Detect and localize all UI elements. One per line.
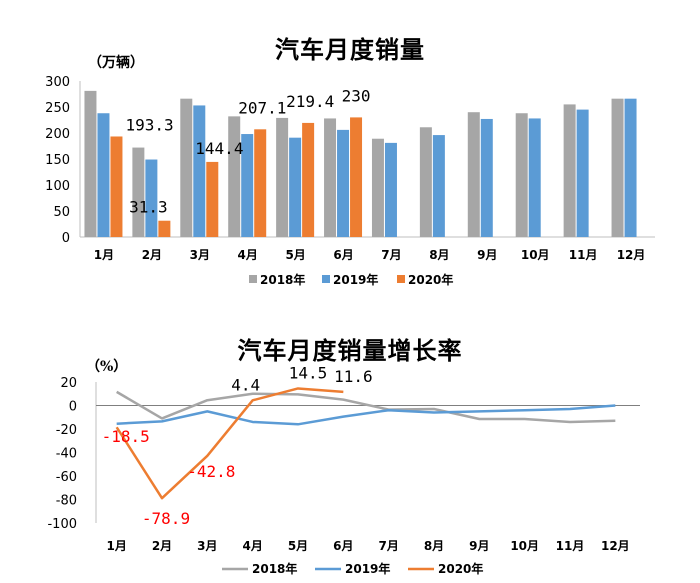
line-y-tick-label: -60 bbox=[56, 470, 77, 485]
bar-x-tick-label: 3月 bbox=[190, 248, 210, 262]
bar-x-tick-label: 10月 bbox=[521, 248, 550, 262]
line-y-tick-label: 20 bbox=[60, 376, 77, 391]
line-chart-unit-label: （%） bbox=[86, 359, 128, 375]
line-x-tick-label: 12月 bbox=[601, 539, 630, 553]
line-x-tick-label: 6月 bbox=[333, 539, 353, 553]
bar-x-tick-label: 12月 bbox=[617, 248, 646, 262]
bar-x-tick-label: 2月 bbox=[142, 248, 162, 262]
bar-data-label: 144.4 bbox=[195, 139, 243, 158]
bar-2019-1 bbox=[97, 113, 110, 237]
bar-2019-5 bbox=[289, 137, 302, 237]
bar-legend-swatch bbox=[397, 275, 405, 283]
line-data-label: -78.9 bbox=[142, 509, 190, 528]
line-y-tick-label: -100 bbox=[47, 517, 77, 532]
bar-2020-4 bbox=[254, 129, 267, 237]
line-legend-label: 2019年 bbox=[345, 561, 390, 576]
bar-2018-5 bbox=[276, 117, 289, 237]
bar-2018-4 bbox=[228, 116, 241, 237]
bar-x-tick-label: 4月 bbox=[238, 248, 258, 262]
bar-2019-8 bbox=[432, 135, 445, 237]
bar-y-tick-label: 250 bbox=[45, 101, 70, 116]
bar-legend-swatch bbox=[249, 275, 257, 283]
bar-2020-6 bbox=[350, 117, 363, 237]
bar-2019-12 bbox=[624, 98, 637, 238]
bar-legend-swatch bbox=[322, 275, 330, 283]
line-x-tick-label: 1月 bbox=[106, 539, 126, 553]
line-y-tick-label: -40 bbox=[56, 447, 77, 462]
bar-legend-label: 2018年 bbox=[260, 272, 305, 287]
bar-x-tick-label: 8月 bbox=[429, 248, 449, 262]
bar-2018-12 bbox=[611, 98, 624, 238]
bar-2018-3 bbox=[180, 98, 193, 238]
line-x-tick-label: 8月 bbox=[424, 539, 444, 553]
bar-chart-title: 汽车月度销量 bbox=[275, 35, 425, 64]
line-legend-label: 2020年 bbox=[438, 561, 483, 576]
line-x-tick-label: 9月 bbox=[469, 539, 489, 553]
bar-x-tick-label: 1月 bbox=[94, 248, 114, 262]
bar-2018-7 bbox=[371, 138, 384, 237]
line-y-tick-label: 0 bbox=[69, 400, 77, 415]
line-data-label: 4.4 bbox=[231, 375, 260, 394]
bar-x-tick-label: 7月 bbox=[381, 248, 401, 262]
bar-2018-10 bbox=[515, 113, 528, 237]
line-chart-title: 汽车月度销量增长率 bbox=[237, 336, 463, 365]
line-data-label: 11.6 bbox=[334, 367, 373, 386]
bar-y-tick-label: 300 bbox=[45, 75, 70, 90]
line-series-2019 bbox=[116, 404, 616, 426]
line-y-tick-label: -80 bbox=[56, 494, 77, 509]
bar-2019-3 bbox=[193, 105, 206, 237]
bar-data-label: 219.4 bbox=[286, 92, 334, 111]
line-data-label: -18.5 bbox=[102, 427, 150, 446]
line-x-tick-label: 2月 bbox=[152, 539, 172, 553]
bar-data-label: 207.1 bbox=[238, 98, 286, 117]
line-x-tick-label: 5月 bbox=[288, 539, 308, 553]
line-x-tick-label: 7月 bbox=[378, 539, 398, 553]
bar-2020-5 bbox=[302, 122, 315, 237]
line-data-label: 14.5 bbox=[289, 363, 328, 382]
bar-data-label: 31.3 bbox=[129, 198, 168, 217]
bar-2020-1 bbox=[110, 136, 123, 237]
bar-2018-2 bbox=[132, 147, 145, 237]
line-x-tick-label: 4月 bbox=[242, 539, 262, 553]
bar-data-label: 193.3 bbox=[125, 115, 173, 134]
bar-2019-7 bbox=[384, 142, 397, 237]
line-data-label: -42.8 bbox=[187, 462, 235, 481]
bar-2018-8 bbox=[419, 127, 432, 237]
line-x-tick-label: 11月 bbox=[556, 539, 585, 553]
bar-y-tick-label: 50 bbox=[53, 205, 70, 220]
line-series-2018 bbox=[116, 390, 616, 424]
bar-2020-3 bbox=[206, 161, 219, 237]
bar-x-tick-label: 11月 bbox=[569, 248, 598, 262]
bar-2018-1 bbox=[84, 90, 97, 237]
bar-legend-label: 2020年 bbox=[408, 272, 453, 287]
bar-y-tick-label: 100 bbox=[45, 179, 70, 194]
bar-2019-11 bbox=[576, 109, 589, 237]
bar-2019-9 bbox=[480, 118, 493, 237]
bar-legend-label: 2019年 bbox=[333, 272, 378, 287]
line-y-tick-label: -20 bbox=[56, 423, 77, 438]
bar-2018-6 bbox=[324, 118, 337, 237]
bar-2019-2 bbox=[145, 159, 158, 237]
bar-x-tick-label: 6月 bbox=[333, 248, 353, 262]
line-series-2020 bbox=[115, 387, 344, 500]
line-legend-label: 2018年 bbox=[252, 561, 297, 576]
bar-y-tick-label: 200 bbox=[45, 127, 70, 142]
bar-x-tick-label: 5月 bbox=[285, 248, 305, 262]
bar-chart: 0 50 100 150 200 250 300 1月 2月 3月 4月 5月 6月 7月 8月 9月 10月 1… bbox=[45, 75, 655, 287]
bar-y-tick-label: 0 bbox=[62, 231, 70, 246]
bar-data-label: 230 bbox=[342, 86, 371, 105]
bar-2019-6 bbox=[337, 129, 350, 237]
bar-2020-2 bbox=[158, 220, 171, 237]
bar-2018-11 bbox=[563, 104, 576, 238]
bar-y-tick-label: 150 bbox=[45, 153, 70, 168]
line-x-tick-label: 10月 bbox=[510, 539, 539, 553]
bar-x-tick-label: 9月 bbox=[477, 248, 497, 262]
bar-chart-unit-label: （万辆） bbox=[88, 55, 144, 71]
bar-2019-10 bbox=[528, 118, 541, 237]
line-x-tick-label: 3月 bbox=[197, 539, 217, 553]
bar-2018-9 bbox=[467, 112, 480, 237]
bar-2019-4 bbox=[241, 134, 254, 237]
